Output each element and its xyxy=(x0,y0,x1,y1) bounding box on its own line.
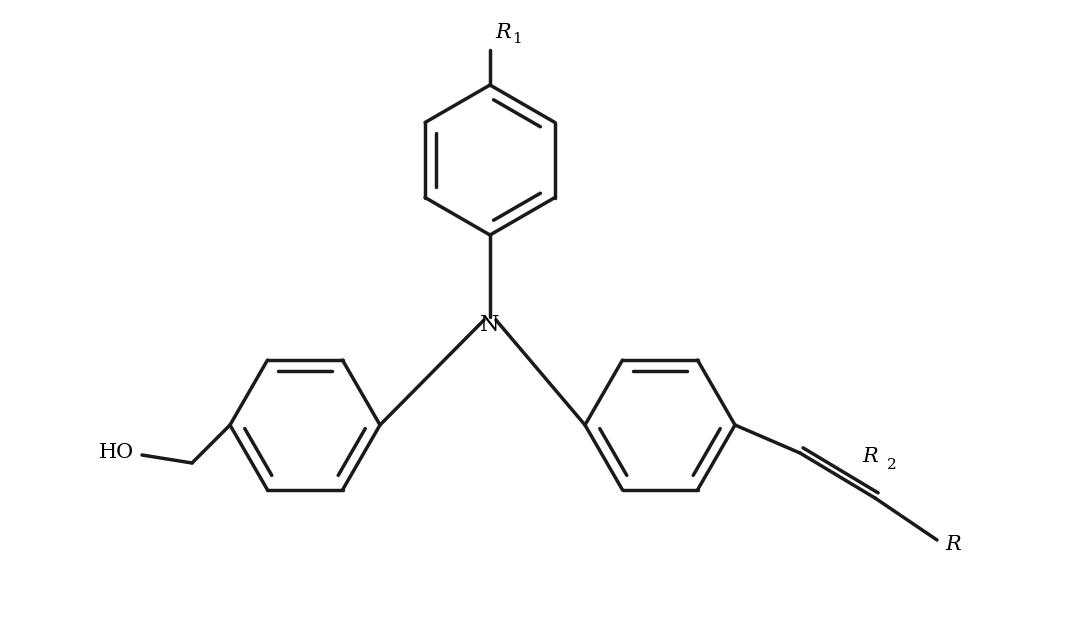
Text: R: R xyxy=(495,23,510,42)
Text: HO: HO xyxy=(99,443,134,463)
Text: 1: 1 xyxy=(512,32,521,46)
Text: N: N xyxy=(480,314,500,336)
Text: R: R xyxy=(945,534,961,554)
Text: R: R xyxy=(862,447,878,466)
Text: 2: 2 xyxy=(887,458,897,472)
